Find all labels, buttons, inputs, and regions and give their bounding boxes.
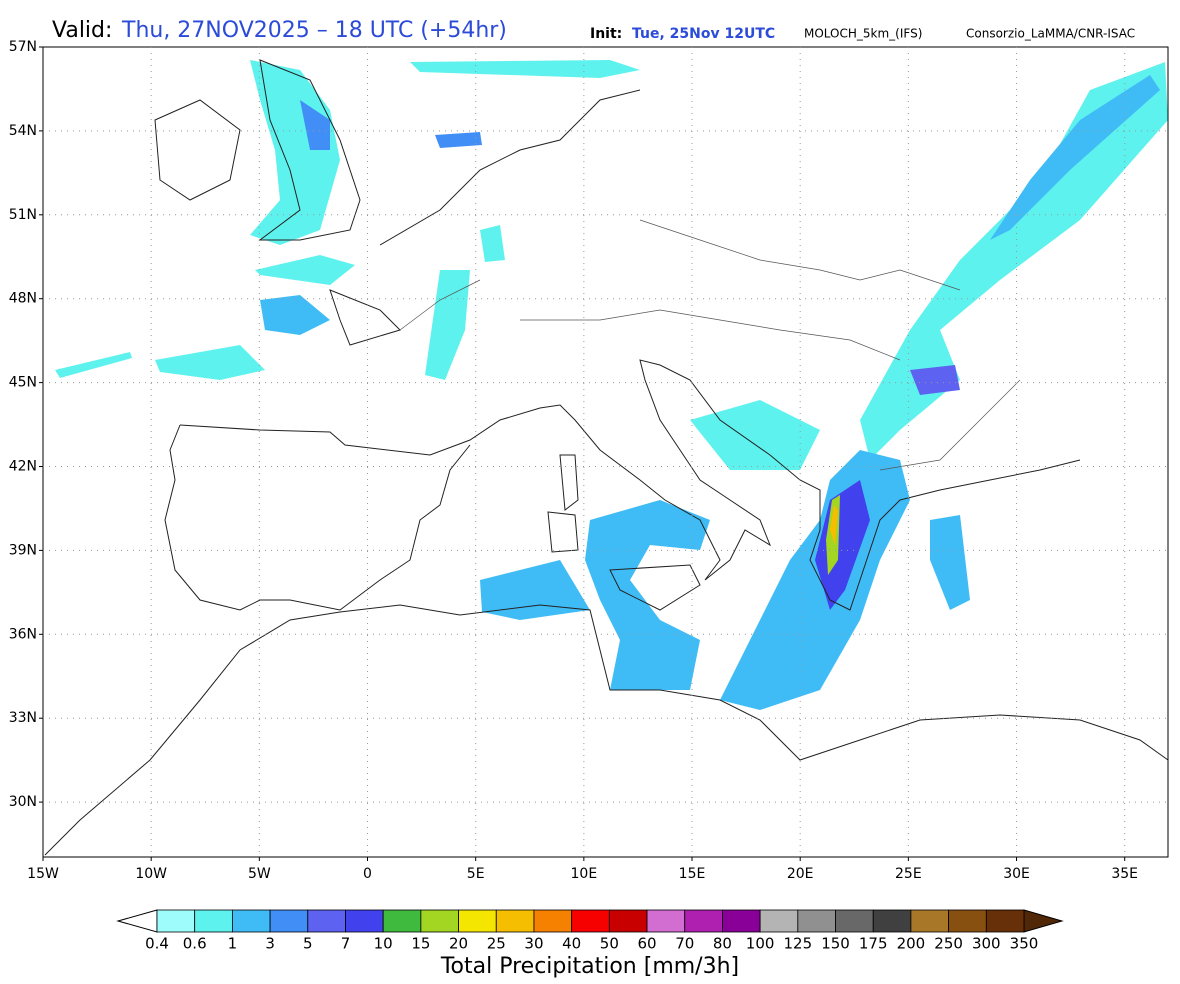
- map-frame: [42, 46, 1169, 858]
- credit: Consorzio_LaMMA/CNR-ISAC: [966, 27, 1135, 41]
- colorbar: 0.4 0.6 1 3 5 7 10 15 20 25 30 40 50 60 70 80 100 125 150 1…: [116, 909, 1064, 953]
- colorbar-label: 3: [265, 935, 275, 953]
- colorbar-box: [646, 909, 686, 933]
- colorbar-label: 30: [524, 935, 543, 953]
- colorbar-label: 7: [341, 935, 351, 953]
- lat-label: 51N: [9, 207, 37, 223]
- colorbar-label: 25: [487, 935, 506, 953]
- coastlines: [44, 59, 1169, 856]
- colorbar-label: 70: [675, 935, 694, 953]
- lat-label: 30N: [9, 794, 37, 810]
- colorbar-label: 200: [897, 935, 926, 953]
- lat-label: 45N: [9, 375, 37, 391]
- colorbar-box: [759, 909, 799, 933]
- init-label: Init:: [590, 26, 622, 42]
- colorbar-box: [345, 909, 384, 933]
- lon-label: 30E: [1003, 866, 1030, 882]
- lat-label: 42N: [9, 459, 37, 475]
- colorbar-label: 60: [637, 935, 656, 953]
- axis-labels: 57N 54N 51N 48N 45N 42N 39N 36N 33N 30N 15W 10W 5W 0 5…: [9, 39, 1138, 882]
- lon-label: 10E: [571, 866, 598, 882]
- colorbar-box: [458, 909, 497, 933]
- colorbar-box: [872, 909, 912, 933]
- colorbar-box: [948, 909, 987, 933]
- colorbar-title: Total Precipitation [mm/3h]: [440, 954, 739, 979]
- lon-label: 5W: [248, 866, 271, 882]
- colorbar-label: 5: [303, 935, 313, 953]
- colorbar-box: [571, 909, 610, 933]
- lat-label: 36N: [9, 626, 37, 642]
- valid-value: Thu, 27NOV2025 – 18 UTC (+54hr): [121, 18, 507, 43]
- lat-label: 48N: [9, 291, 37, 307]
- colorbar-label: 350: [1010, 935, 1039, 953]
- colorbar-box: [382, 909, 422, 933]
- lat-label: 54N: [9, 123, 37, 139]
- colorbar-label: 0.6: [183, 935, 207, 953]
- colorbar-label: 125: [784, 935, 813, 953]
- colorbar-box: [231, 909, 271, 933]
- colorbar-box: [608, 909, 648, 933]
- lat-label: 39N: [9, 542, 37, 558]
- valid-label: Valid:: [52, 18, 112, 43]
- colorbar-label: 250: [934, 935, 963, 953]
- colorbar-label: 80: [713, 935, 732, 953]
- colorbar-box: [835, 909, 874, 933]
- colorbar-label: 10: [374, 935, 393, 953]
- colorbar-box: [797, 909, 836, 933]
- colorbar-label: 1: [228, 935, 238, 953]
- lon-label: 25E: [895, 866, 922, 882]
- model-name: MOLOCH_5km_(IFS): [804, 27, 922, 41]
- colorbar-box: [910, 909, 950, 933]
- colorbar-box: [722, 909, 761, 933]
- colorbar-label: 50: [600, 935, 619, 953]
- lon-label: 20E: [787, 866, 814, 882]
- colorbar-box: [269, 909, 309, 933]
- lat-label: 33N: [9, 710, 37, 726]
- colorbar-label: 0.4: [145, 935, 169, 953]
- colorbar-box: [533, 909, 573, 933]
- colorbar-box: [985, 909, 1025, 933]
- colorbar-box: [495, 909, 535, 933]
- lon-label: 10W: [135, 866, 167, 882]
- colorbar-box: [194, 909, 233, 933]
- colorbar-box: [307, 909, 346, 933]
- colorbar-box: [684, 909, 723, 933]
- init-value: Tue, 25Nov 12UTC: [632, 26, 775, 42]
- colorbar-label: 100: [746, 935, 775, 953]
- lon-label: 15E: [679, 866, 706, 882]
- lat-label: 57N: [9, 39, 37, 55]
- lon-label: 35E: [1111, 866, 1138, 882]
- precipitation-field: [55, 60, 1168, 710]
- colorbar-label: 150: [821, 935, 850, 953]
- colorbar-label: 20: [449, 935, 468, 953]
- colorbar-label: 300: [972, 935, 1001, 953]
- lon-label: 5E: [467, 866, 485, 882]
- lon-label: 0: [363, 866, 372, 882]
- lon-label: 15W: [27, 866, 59, 882]
- colorbar-label: 175: [859, 935, 888, 953]
- colorbar-label: 15: [411, 935, 430, 953]
- colorbar-box: [156, 909, 196, 933]
- colorbar-label: 40: [562, 935, 581, 953]
- colorbar-box: [420, 909, 459, 933]
